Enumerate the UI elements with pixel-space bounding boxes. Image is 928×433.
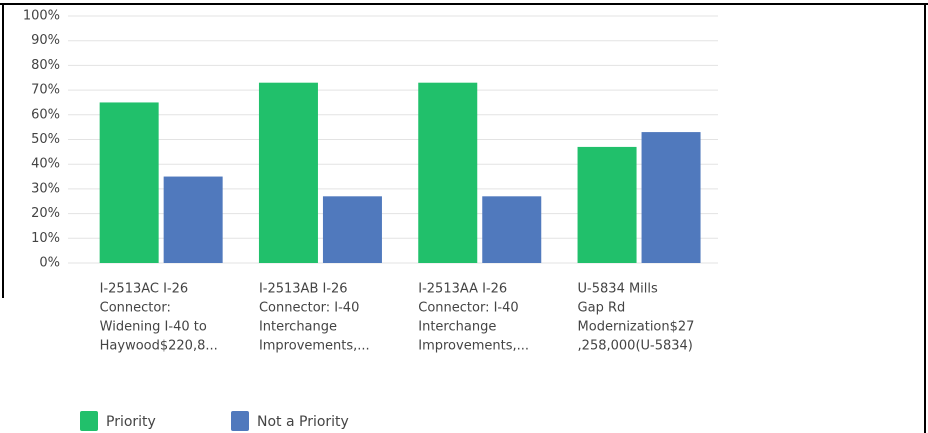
legend-swatch (231, 411, 249, 431)
legend-label: Not a Priority (257, 414, 349, 430)
x-tick-label: U-5834 Mills (578, 282, 658, 297)
x-tick-label: Interchange (259, 320, 337, 335)
legend-swatch (80, 411, 98, 431)
bar (418, 82, 478, 263)
y-tick-label: 20% (31, 206, 60, 221)
y-tick-label: 60% (31, 107, 60, 122)
bar (482, 196, 542, 263)
x-tick-label: Modernization$27 (578, 320, 695, 335)
y-tick-label: 90% (31, 33, 60, 48)
bar (99, 102, 159, 263)
y-tick-label: 50% (31, 132, 60, 147)
y-tick-label: 40% (31, 157, 60, 172)
x-tick-label: Interchange (418, 320, 496, 335)
y-tick-label: 10% (31, 231, 60, 246)
bar (258, 82, 318, 263)
y-tick-label: 80% (31, 58, 60, 73)
bar (322, 196, 382, 263)
bar (577, 146, 637, 263)
x-tick-label: Improvements,... (418, 339, 529, 354)
y-tick-label: 70% (31, 83, 60, 98)
x-tick-label: Connector: (100, 301, 171, 316)
x-tick-label: Improvements,... (259, 339, 370, 354)
x-tick-label: I-2513AA I-26 (418, 282, 507, 297)
x-tick-label: Haywood$220,8... (100, 339, 218, 354)
x-tick-label: ,258,000(U-5834) (578, 339, 693, 354)
x-tick-label: Widening I-40 to (100, 320, 207, 335)
legend-label: Priority (106, 414, 156, 430)
x-tick-label: Connector: I-40 (418, 301, 518, 316)
x-tick-label: Connector: I-40 (259, 301, 359, 316)
y-tick-label: 30% (31, 181, 60, 196)
x-tick-label: I-2513AB I-26 (259, 282, 348, 297)
y-tick-label: 100% (23, 9, 60, 24)
bar (163, 176, 223, 263)
bar (641, 132, 701, 263)
y-tick-label: 0% (39, 256, 60, 271)
x-tick-label: Gap Rd (578, 301, 626, 316)
x-tick-label: I-2513AC I-26 (100, 282, 189, 297)
